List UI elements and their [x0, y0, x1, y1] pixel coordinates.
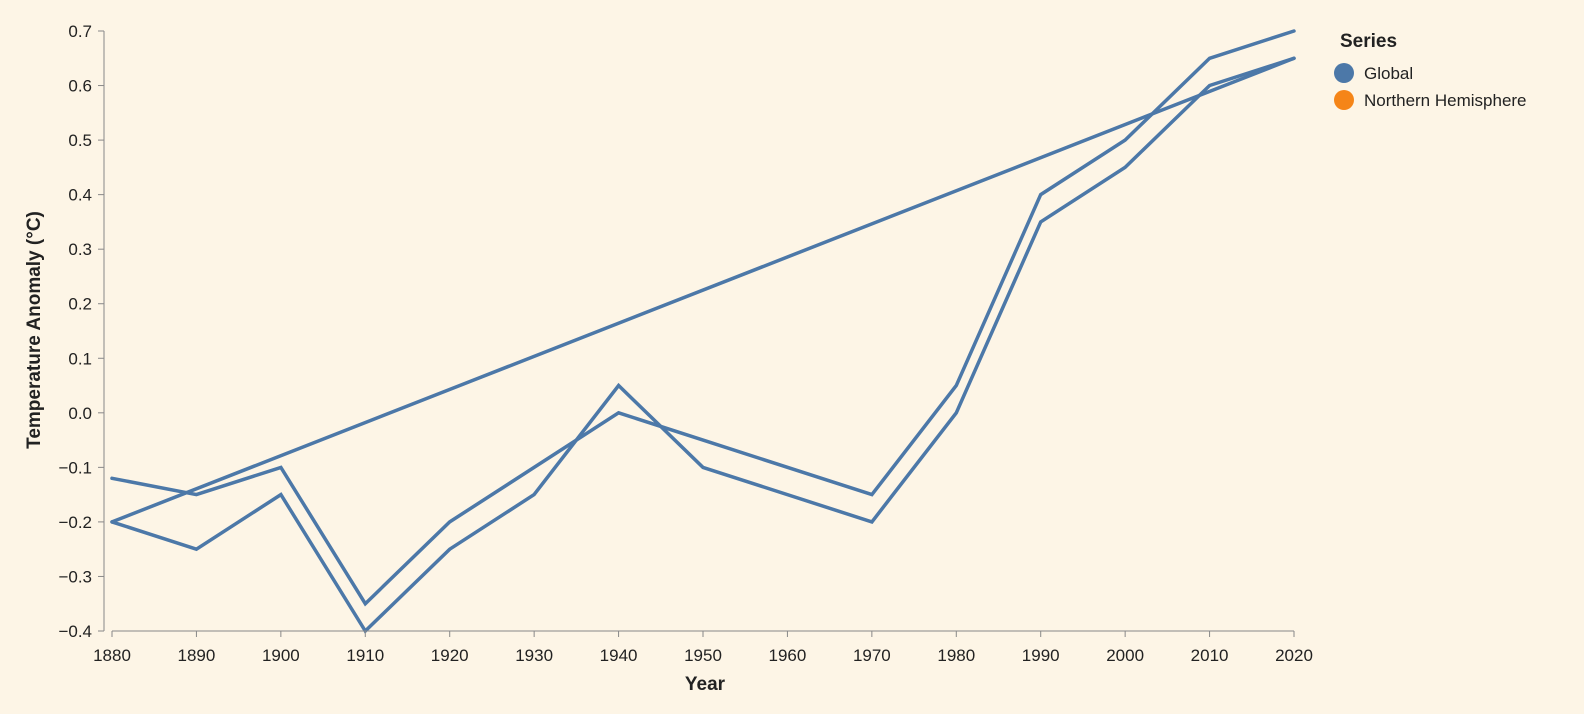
x-tick-label: 1980 — [937, 646, 975, 665]
y-tick-label: −0.2 — [58, 513, 92, 532]
x-tick-label: 1920 — [431, 646, 469, 665]
y-axis: 0.7 0.6 0.5 0.4 0.3 0.2 0.1 0.0 −0.1 −0.2 −0.3 −0.4 — [58, 22, 105, 641]
y-tick-label: 0.1 — [68, 349, 92, 368]
series-line-2 — [110, 56, 1296, 634]
x-tick-label: 1890 — [178, 646, 216, 665]
series-line-1 — [110, 29, 1296, 607]
legend: Series Global Northern Hemisphere — [1334, 31, 1527, 110]
x-tick-label: 2020 — [1275, 646, 1313, 665]
y-axis-title: Temperature Anomaly (°C) — [24, 211, 45, 449]
x-tick-label: 1900 — [262, 646, 300, 665]
x-tick-label: 2000 — [1106, 646, 1144, 665]
x-axis-title: Year — [685, 674, 726, 695]
y-tick-label: −0.4 — [58, 622, 92, 641]
x-tick-label: 1910 — [346, 646, 384, 665]
y-tick-label: 0.4 — [68, 186, 92, 205]
y-tick-label: 0.0 — [68, 404, 92, 423]
x-tick-label: 1990 — [1022, 646, 1060, 665]
y-tick-label: −0.1 — [58, 458, 92, 477]
series-line-3 — [110, 56, 1296, 524]
legend-swatch — [1334, 90, 1354, 110]
legend-swatch — [1334, 63, 1354, 83]
x-tick-label: 1970 — [853, 646, 891, 665]
x-tick-label: 1880 — [93, 646, 131, 665]
x-tick-label: 1930 — [515, 646, 553, 665]
x-tick-label: 1950 — [684, 646, 722, 665]
y-tick-label: −0.3 — [58, 567, 92, 586]
y-tick-label: 0.7 — [68, 22, 92, 41]
x-tick-label: 1960 — [769, 646, 807, 665]
legend-title: Series — [1340, 31, 1397, 52]
y-tick-label: 0.2 — [68, 295, 92, 314]
legend-label: Global — [1364, 64, 1413, 83]
plot-area — [110, 29, 1296, 634]
x-axis: 1880 1890 1900 1910 1920 1930 1940 1950 1960 1970… — [93, 630, 1313, 665]
y-tick-label: 0.5 — [68, 131, 92, 150]
y-tick-label: 0.3 — [68, 240, 92, 259]
x-tick-label: 1940 — [600, 646, 638, 665]
x-tick-label: 2010 — [1191, 646, 1229, 665]
legend-label: Northern Hemisphere — [1364, 91, 1527, 110]
y-tick-label: 0.6 — [68, 77, 92, 96]
